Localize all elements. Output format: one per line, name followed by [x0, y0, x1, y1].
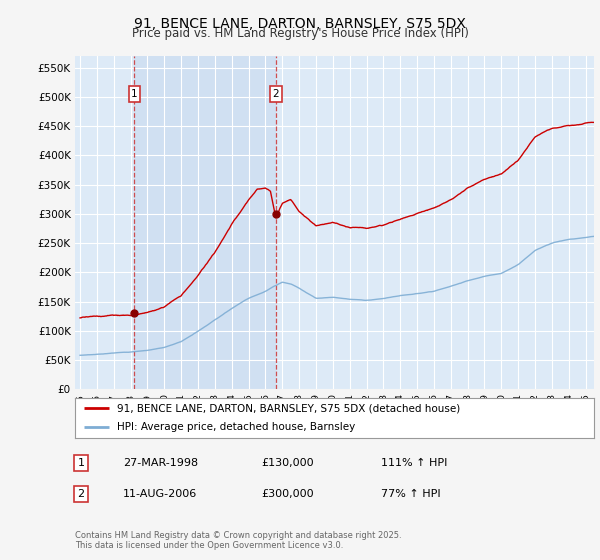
Text: HPI: Average price, detached house, Barnsley: HPI: Average price, detached house, Barn…: [116, 422, 355, 432]
Text: Price paid vs. HM Land Registry's House Price Index (HPI): Price paid vs. HM Land Registry's House …: [131, 27, 469, 40]
Text: 27-MAR-1998: 27-MAR-1998: [123, 458, 198, 468]
Text: 2: 2: [77, 489, 85, 499]
Text: 91, BENCE LANE, DARTON, BARNSLEY, S75 5DX: 91, BENCE LANE, DARTON, BARNSLEY, S75 5D…: [134, 17, 466, 31]
Text: 91, BENCE LANE, DARTON, BARNSLEY, S75 5DX (detached house): 91, BENCE LANE, DARTON, BARNSLEY, S75 5D…: [116, 404, 460, 413]
Text: 2: 2: [272, 89, 279, 99]
Text: £130,000: £130,000: [261, 458, 314, 468]
Text: 77% ↑ HPI: 77% ↑ HPI: [381, 489, 440, 499]
Text: 111% ↑ HPI: 111% ↑ HPI: [381, 458, 448, 468]
Text: Contains HM Land Registry data © Crown copyright and database right 2025.
This d: Contains HM Land Registry data © Crown c…: [75, 531, 401, 550]
Text: 1: 1: [131, 89, 138, 99]
Text: £300,000: £300,000: [261, 489, 314, 499]
Bar: [134, 56, 276, 389]
Text: 1: 1: [77, 458, 85, 468]
Text: 11-AUG-2006: 11-AUG-2006: [123, 489, 197, 499]
